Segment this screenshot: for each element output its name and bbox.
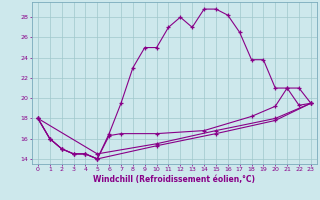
X-axis label: Windchill (Refroidissement éolien,°C): Windchill (Refroidissement éolien,°C) (93, 175, 255, 184)
